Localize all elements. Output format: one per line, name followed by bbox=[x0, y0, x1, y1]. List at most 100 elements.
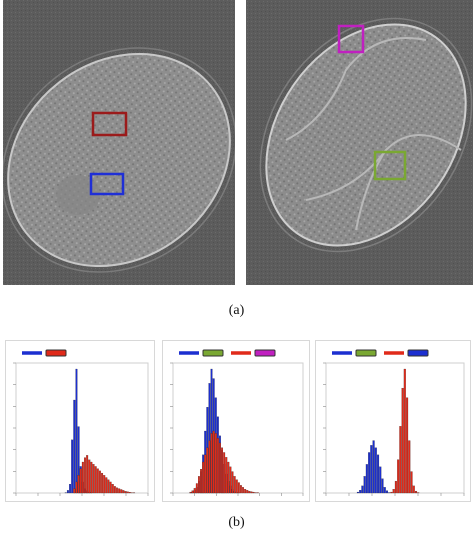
histogram-3-plot bbox=[323, 349, 465, 496]
histogram-bar bbox=[69, 484, 72, 494]
histogram-bar bbox=[128, 492, 131, 494]
legend-swatch bbox=[355, 349, 377, 357]
roi-blue bbox=[89, 172, 125, 196]
histogram-2 bbox=[162, 340, 310, 502]
histogram-bar bbox=[216, 438, 219, 494]
histogram-bar bbox=[101, 472, 104, 494]
histogram-bar bbox=[408, 440, 411, 494]
histogram-bar bbox=[122, 490, 125, 494]
histogram-bar bbox=[414, 490, 418, 494]
histogram-bar bbox=[381, 478, 384, 494]
histogram-bar bbox=[225, 457, 228, 494]
histogram-bar bbox=[379, 466, 382, 494]
histogram-bar bbox=[212, 430, 215, 494]
histogram-bar bbox=[392, 489, 395, 494]
histogram-bar bbox=[90, 461, 93, 494]
histogram-bar bbox=[113, 486, 116, 494]
histogram-bar bbox=[399, 426, 402, 494]
histogram-bar bbox=[73, 488, 76, 494]
micrograph-right bbox=[246, 0, 473, 285]
histogram-bar bbox=[231, 471, 234, 494]
histogram-bar bbox=[242, 487, 244, 494]
histogram-bar bbox=[75, 368, 78, 494]
histogram-bar bbox=[372, 440, 375, 494]
histogram-bar bbox=[66, 490, 69, 494]
histogram-bar bbox=[359, 490, 362, 494]
histogram-bar bbox=[92, 464, 95, 494]
histogram-bar bbox=[374, 447, 377, 494]
histogram-bar bbox=[250, 491, 253, 494]
histogram-bar bbox=[394, 480, 397, 494]
histogram-bar bbox=[73, 399, 76, 494]
histogram-bar bbox=[120, 489, 123, 494]
histogram-bar bbox=[193, 488, 196, 494]
histogram-bar bbox=[223, 452, 226, 494]
histogram-bar bbox=[126, 491, 129, 494]
legend-swatch bbox=[45, 349, 67, 357]
histogram-bar bbox=[229, 466, 232, 494]
histogram-bar bbox=[116, 487, 118, 494]
histogram-bar bbox=[370, 445, 373, 494]
histogram-bar bbox=[111, 484, 114, 494]
histogram-bar bbox=[79, 468, 82, 494]
embryo-1cell-image bbox=[3, 0, 235, 285]
histogram-bar bbox=[109, 481, 112, 494]
histogram-bar bbox=[361, 485, 364, 494]
histogram-bar bbox=[237, 482, 240, 494]
micrograph-left bbox=[3, 0, 235, 285]
histogram-bar bbox=[390, 491, 393, 494]
histogram-bar bbox=[403, 368, 406, 494]
histogram-1-plot bbox=[13, 349, 149, 496]
histogram-3 bbox=[315, 340, 471, 502]
histogram-bar bbox=[221, 447, 224, 494]
histogram-bar bbox=[94, 466, 97, 494]
histogram-bar bbox=[239, 485, 242, 494]
histogram-bar bbox=[71, 439, 74, 494]
caption-a: (a) bbox=[228, 303, 245, 318]
histogram-bar bbox=[75, 481, 78, 494]
caption-b: (b) bbox=[228, 515, 245, 530]
histogram-bar bbox=[252, 491, 255, 494]
legend-swatch bbox=[254, 349, 276, 357]
histogram-bar bbox=[84, 457, 86, 494]
histogram-bar bbox=[86, 455, 89, 494]
histogram-bar bbox=[383, 487, 386, 494]
histogram-bar bbox=[227, 461, 230, 494]
histogram-bar bbox=[124, 491, 127, 494]
plot-frame bbox=[325, 362, 465, 494]
histogram-bar bbox=[200, 469, 203, 494]
histogram-bar bbox=[244, 489, 247, 494]
histogram-bar bbox=[204, 454, 207, 494]
legend-swatch bbox=[202, 349, 224, 357]
histogram-bar bbox=[356, 491, 359, 494]
histogram-bar bbox=[210, 433, 213, 494]
histogram-bar bbox=[191, 490, 194, 494]
histogram-2-plot bbox=[170, 349, 304, 496]
histogram-bar bbox=[235, 479, 238, 494]
histogram-bar bbox=[118, 488, 121, 494]
histogram-bar bbox=[202, 461, 205, 494]
histogram-bar bbox=[208, 440, 211, 494]
histogram-bar bbox=[96, 468, 99, 494]
histogram-bar bbox=[233, 476, 236, 494]
histogram-1 bbox=[5, 340, 155, 502]
histogram-bar bbox=[105, 477, 108, 494]
roi-red bbox=[91, 111, 128, 137]
histogram-bar bbox=[365, 464, 368, 494]
histogram-bar bbox=[197, 476, 200, 494]
plot-frame bbox=[172, 362, 304, 494]
histogram-bar bbox=[218, 442, 221, 494]
histogram-bar bbox=[195, 483, 198, 494]
histogram-bar bbox=[397, 459, 400, 494]
histogram-bar bbox=[107, 479, 110, 494]
histogram-bar bbox=[88, 459, 91, 494]
histogram-bar bbox=[368, 452, 371, 494]
histogram-bar bbox=[401, 387, 404, 494]
histogram-bar bbox=[246, 490, 249, 494]
histogram-bar bbox=[98, 470, 101, 494]
histogram-bar bbox=[214, 433, 217, 494]
histogram-bar bbox=[206, 447, 209, 494]
histogram-bar bbox=[81, 461, 84, 494]
histogram-bar bbox=[385, 490, 388, 494]
roi-green bbox=[373, 150, 407, 181]
